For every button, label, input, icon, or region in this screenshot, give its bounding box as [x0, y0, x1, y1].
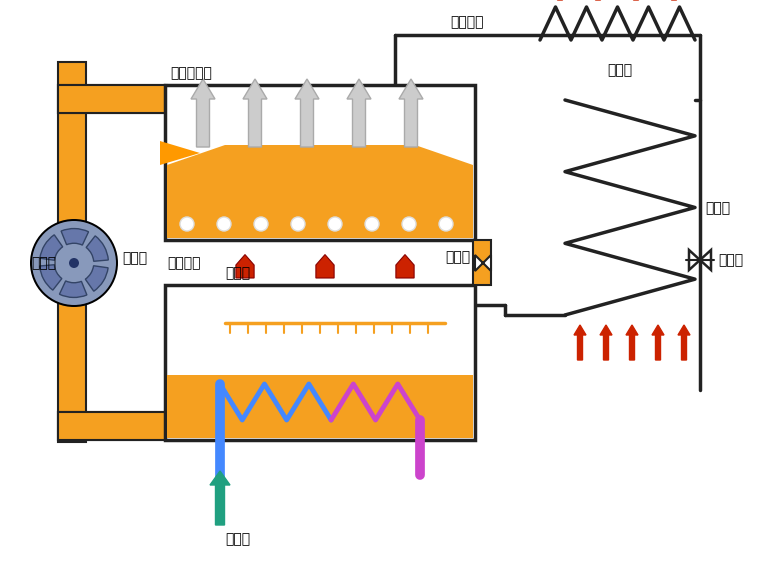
Circle shape — [217, 217, 231, 231]
FancyArrow shape — [210, 471, 230, 525]
Wedge shape — [59, 281, 87, 298]
Circle shape — [328, 217, 342, 231]
Text: 冷凝器: 冷凝器 — [607, 63, 632, 77]
Polygon shape — [160, 141, 200, 165]
Circle shape — [180, 217, 194, 231]
Wedge shape — [40, 235, 62, 260]
Circle shape — [291, 217, 305, 231]
Bar — [58, 412, 165, 440]
Polygon shape — [689, 250, 711, 270]
Text: 节流阀: 节流阀 — [718, 253, 743, 267]
FancyArrow shape — [600, 325, 612, 360]
Text: 蒸汽发生器: 蒸汽发生器 — [170, 66, 212, 80]
Bar — [58, 85, 167, 113]
Wedge shape — [85, 266, 108, 291]
Circle shape — [254, 217, 268, 231]
Polygon shape — [316, 255, 334, 278]
FancyArrow shape — [243, 79, 267, 147]
Wedge shape — [40, 264, 62, 290]
Text: 浓溶液: 浓溶液 — [445, 250, 470, 264]
FancyArrow shape — [399, 79, 423, 147]
Bar — [58, 412, 167, 440]
Text: 冷却水: 冷却水 — [225, 532, 250, 546]
Circle shape — [365, 217, 379, 231]
Polygon shape — [396, 255, 414, 278]
Text: 循环泵: 循环泵 — [122, 251, 147, 265]
Circle shape — [402, 217, 416, 231]
Circle shape — [69, 258, 79, 268]
FancyArrow shape — [574, 325, 586, 360]
Circle shape — [30, 219, 118, 307]
Text: 吸收器: 吸收器 — [225, 266, 250, 280]
Circle shape — [439, 217, 453, 231]
Text: 制冷工质: 制冷工质 — [450, 15, 484, 29]
FancyArrow shape — [295, 79, 319, 147]
Bar — [165, 85, 475, 240]
FancyArrow shape — [652, 325, 664, 360]
FancyArrow shape — [347, 79, 371, 147]
Polygon shape — [236, 255, 254, 278]
Bar — [58, 62, 86, 442]
Polygon shape — [167, 145, 473, 238]
FancyArrow shape — [626, 325, 638, 360]
FancyArrow shape — [678, 325, 690, 360]
Bar — [473, 240, 491, 285]
Text: 加热过程: 加热过程 — [167, 256, 201, 270]
Wedge shape — [86, 236, 109, 261]
Bar — [165, 285, 475, 440]
Text: 稀溶液: 稀溶液 — [31, 256, 56, 270]
Text: 蒸发器: 蒸发器 — [705, 201, 730, 215]
Bar — [167, 375, 473, 438]
Polygon shape — [475, 255, 491, 271]
Wedge shape — [61, 229, 89, 245]
FancyArrow shape — [191, 79, 215, 147]
Circle shape — [32, 221, 116, 305]
Bar — [58, 85, 165, 113]
